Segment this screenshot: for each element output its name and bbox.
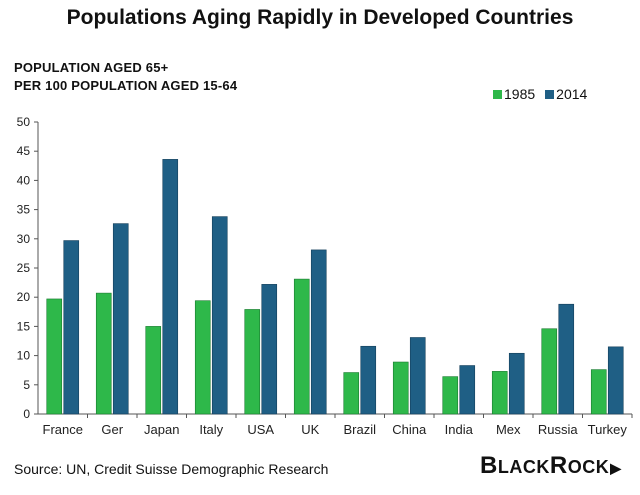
bar-mex-1985 — [491, 371, 508, 415]
bar-france-1985 — [46, 298, 63, 415]
brand-part-lack: LACK — [497, 457, 550, 477]
x-tick-label-france: France — [43, 422, 83, 437]
y-tick-label: 45 — [17, 144, 31, 158]
y-tick-label: 30 — [17, 232, 31, 246]
x-tick-label-ger: Ger — [101, 422, 123, 437]
y-tick-label: 5 — [23, 378, 30, 392]
bar-china-1985 — [392, 361, 409, 415]
x-tick-label-turkey: Turkey — [588, 422, 628, 437]
y-tick-label: 25 — [17, 261, 31, 275]
brand-part-ock: OCK — [567, 457, 610, 477]
bar-turkey-1985 — [590, 369, 607, 415]
x-tick-label-italy: Italy — [199, 422, 223, 437]
bar-india-1985 — [442, 376, 459, 415]
y-tick-label: 50 — [17, 115, 31, 129]
bar-japan-2014 — [162, 159, 179, 415]
brand-letter-r: R — [549, 452, 568, 479]
legend-item-1985: 1985 — [493, 86, 535, 102]
bar-russia-1985 — [541, 328, 558, 415]
y-tick-label: 10 — [17, 349, 31, 363]
bar-italy-2014 — [211, 216, 228, 415]
bar-usa-2014 — [261, 284, 278, 415]
y-tick-label: 0 — [23, 407, 30, 421]
legend-label-1985: 1985 — [504, 86, 536, 102]
legend-swatch-2014 — [545, 89, 555, 99]
x-tick-label-japan: Japan — [144, 422, 179, 437]
bar-brazil-1985 — [343, 372, 360, 415]
source-note: Source: UN, Credit Suisse Demographic Re… — [14, 461, 329, 477]
bar-turkey-2014 — [607, 346, 624, 415]
bar-usa-1985 — [244, 309, 261, 415]
x-tick-label-china: China — [392, 422, 427, 437]
x-tick-label-india: India — [445, 422, 474, 437]
bar-mex-2014 — [508, 352, 525, 415]
blackrock-logo: BLACKROCK▶ — [480, 452, 621, 480]
legend-item-2014: 2014 — [545, 86, 587, 102]
brand-letter-b: B — [480, 452, 498, 479]
bar-ger-1985 — [95, 292, 112, 415]
y-axis-label-line-1: POPULATION AGED 65+ — [14, 60, 169, 75]
y-axis-label-line-2: PER 100 POPULATION AGED 15-64 — [14, 78, 238, 93]
bar-uk-2014 — [310, 249, 327, 415]
y-tick-label: 35 — [17, 203, 31, 217]
x-tick-label-russia: Russia — [538, 422, 579, 437]
bar-brazil-2014 — [360, 345, 377, 415]
legend: 1985 2014 — [493, 86, 597, 102]
x-tick-label-mex: Mex — [496, 422, 521, 437]
bar-china-2014 — [409, 337, 426, 415]
y-tick-label: 15 — [17, 319, 31, 333]
bar-russia-2014 — [558, 303, 575, 415]
bar-ger-2014 — [112, 223, 129, 415]
legend-swatch-1985 — [493, 89, 502, 99]
bar-italy-1985 — [194, 300, 211, 415]
brand-arrow-icon: ▶ — [610, 460, 622, 476]
y-tick-label: 20 — [17, 290, 31, 304]
bar-france-2014 — [63, 240, 80, 415]
bar-india-2014 — [459, 365, 476, 415]
x-tick-label-brazil: Brazil — [343, 422, 376, 437]
y-tick-label: 40 — [17, 173, 31, 187]
bar-uk-1985 — [293, 278, 310, 415]
chart-title: Populations Aging Rapidly in Developed C… — [66, 6, 574, 29]
x-tick-label-uk: UK — [301, 422, 319, 437]
bar-japan-1985 — [145, 326, 162, 415]
legend-label-2014: 2014 — [556, 86, 588, 102]
x-tick-label-usa: USA — [247, 422, 274, 437]
